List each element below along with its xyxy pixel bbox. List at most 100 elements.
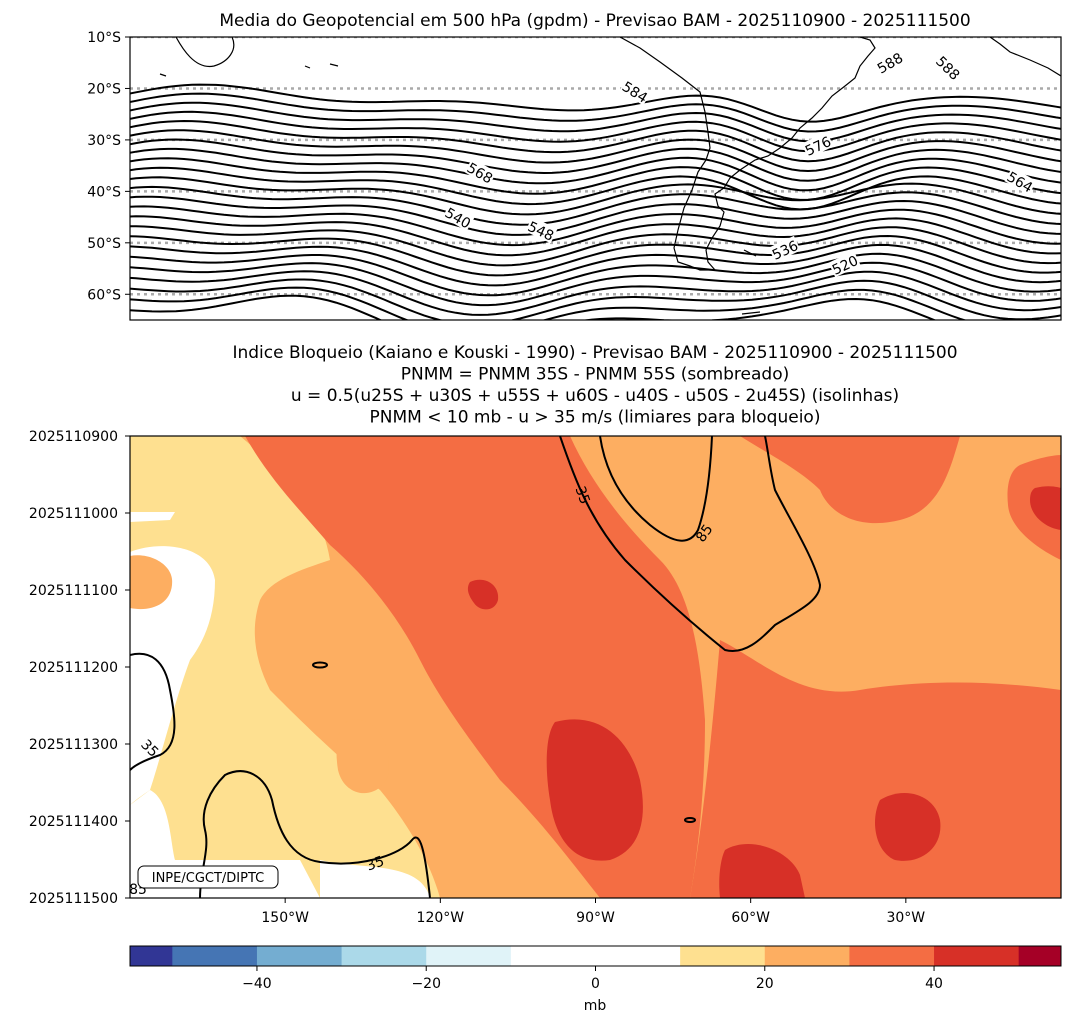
bottom-title-line: Indice Bloqueio (Kaiano e Kouski - 1990)… [232,343,957,363]
u-isoline-35-bottom [199,770,431,898]
colorbar-segment [172,946,258,966]
time-tick-label: 2025111400 [29,814,118,830]
colorbar-tick-label: 40 [925,976,943,992]
time-tick-label: 2025111100 [29,583,118,599]
geopotential-contour [130,234,1061,277]
lat-tick-label: 30°S [87,133,121,149]
geopotential-contour [130,166,1061,211]
top-panel-frame [129,36,1062,321]
shading-30-40-upper-right [740,436,960,524]
longitude-ticks: 150°W 120°W 90°W 60°W 30°W [261,898,925,926]
u-isoline-label: 35 [364,853,386,874]
geopotential-contour [130,270,1061,316]
colorbar-tick-label: 20 [756,976,774,992]
colorbar-tick-label: −40 [242,976,272,992]
colorbar-segment [764,946,850,966]
lat-tick-label: 50°S [87,236,121,252]
geopotential-contour [130,225,1061,267]
time-tick-label: 2025111200 [29,660,118,676]
contour-label-bg [442,203,475,232]
colorbar-segment [595,946,681,966]
colorbar-segment [510,946,596,966]
geopotential-contour [130,101,1061,143]
lon-tick-label: 150°W [261,910,309,926]
time-tick-label: 2025111000 [29,506,118,522]
geopotential-contour [130,129,1061,173]
colorbar-label: mb [584,998,607,1014]
shading-20-30-left-blob [130,555,173,610]
colorbar-segment [426,946,512,966]
time-tick-label: 2025111300 [29,737,118,753]
contour-label-bg [619,76,652,106]
colorbar-segment [680,946,766,966]
contour-label-bg [525,216,558,244]
bottom-panel-title: Indice Bloqueio (Kaiano e Kouski - 1990)… [232,343,957,428]
lat-tick-label: 20°S [87,81,121,97]
geopotential-contour-label: 588 [932,54,962,84]
top-panel-title: Media do Geopotencial em 500 hPa (gpdm) … [219,11,970,31]
africa-coastline-tip [989,37,1061,77]
geopotential-contour [130,185,1061,226]
lat-tick-label: 10°S [87,30,121,46]
geopotential-contours [130,83,1061,320]
u-isoline-85 [559,436,822,652]
colorbar: −40 −20 0 20 40 [129,945,1062,992]
bottom-title-line: u = 0.5(u25S + u30S + u55S + u60S - u40S… [291,386,899,406]
time-ticks: 2025110900 2025111000 2025111100 2025111200… [29,429,130,907]
contour-label-bg [464,158,497,187]
pacific-islands [159,37,761,315]
shading-30-40-right [690,640,1061,898]
shading-20-30-center-blob [336,719,389,794]
colorbar-segment [256,946,343,966]
geopotential-contour [130,92,1061,133]
lat-tick-label: 40°S [87,184,121,200]
geopotential-contour [130,195,1061,236]
geopotential-contour [130,261,1061,307]
colorbar-segment [341,946,427,966]
colorbar-tick-label: −20 [411,976,441,992]
geopotential-contour [130,110,1061,153]
contour-label-bg [933,51,965,83]
u-isoline-85-inner [599,436,713,542]
geopotential-contour [130,215,1061,257]
geopotential-contour [130,205,1061,247]
shading-40-50-small [467,579,499,610]
watermark: INPE/CGCT/DIPTC [152,871,264,886]
geopotential-contour [130,286,968,320]
geopotential-contour [130,157,1061,201]
geopotential-contour [130,176,1061,216]
lon-tick-label: 120°W [417,910,465,926]
colorbar-segment [130,946,173,966]
lat-tick-label: 60°S [87,287,121,303]
lon-tick-label: 90°W [576,910,615,926]
south-america-coastline [619,37,876,271]
shading-40-50-center [546,719,643,861]
contour-label-bg [801,131,834,159]
geopotential-contour [130,83,1061,123]
time-tick-label: 2025111500 [29,891,118,907]
geopotential-contour-label: 588 [875,50,906,77]
colorbar-segment [1018,946,1062,966]
contour-label-bg [873,48,906,77]
colorbar-tick-label: 0 [591,976,600,992]
bottom-title-line: PNMM < 10 mb - u > 35 m/s (limiares para… [370,408,821,428]
u-isoline-small-2 [684,817,696,823]
bottom-title-line: PNMM = PNMM 35S - PNMM 55S (sombreado) [401,365,790,385]
latitude-ticks: 10°S 20°S 30°S 40°S 50°S 60°S [87,30,130,303]
colorbar-segment [849,946,935,966]
u-isoline-label: 35 [571,484,592,506]
geopotential-contour [130,119,1061,163]
shading-40-50-bottom [719,844,805,898]
geopotential-contour [130,278,1061,320]
u-isoline-small-1 [312,661,328,669]
latitude-gridlines [130,37,1061,296]
contour-label-bg [768,235,801,263]
shading-40-50-right [875,792,941,861]
blocking-index-hovmoller: 2025110900 2025111000 2025111100 2025111200… [29,429,1062,926]
geopotential-contour [130,147,1061,192]
lon-tick-label: 30°W [886,910,925,926]
geopotential-contour [130,252,1061,297]
time-tick-label: 2025110900 [29,429,118,445]
